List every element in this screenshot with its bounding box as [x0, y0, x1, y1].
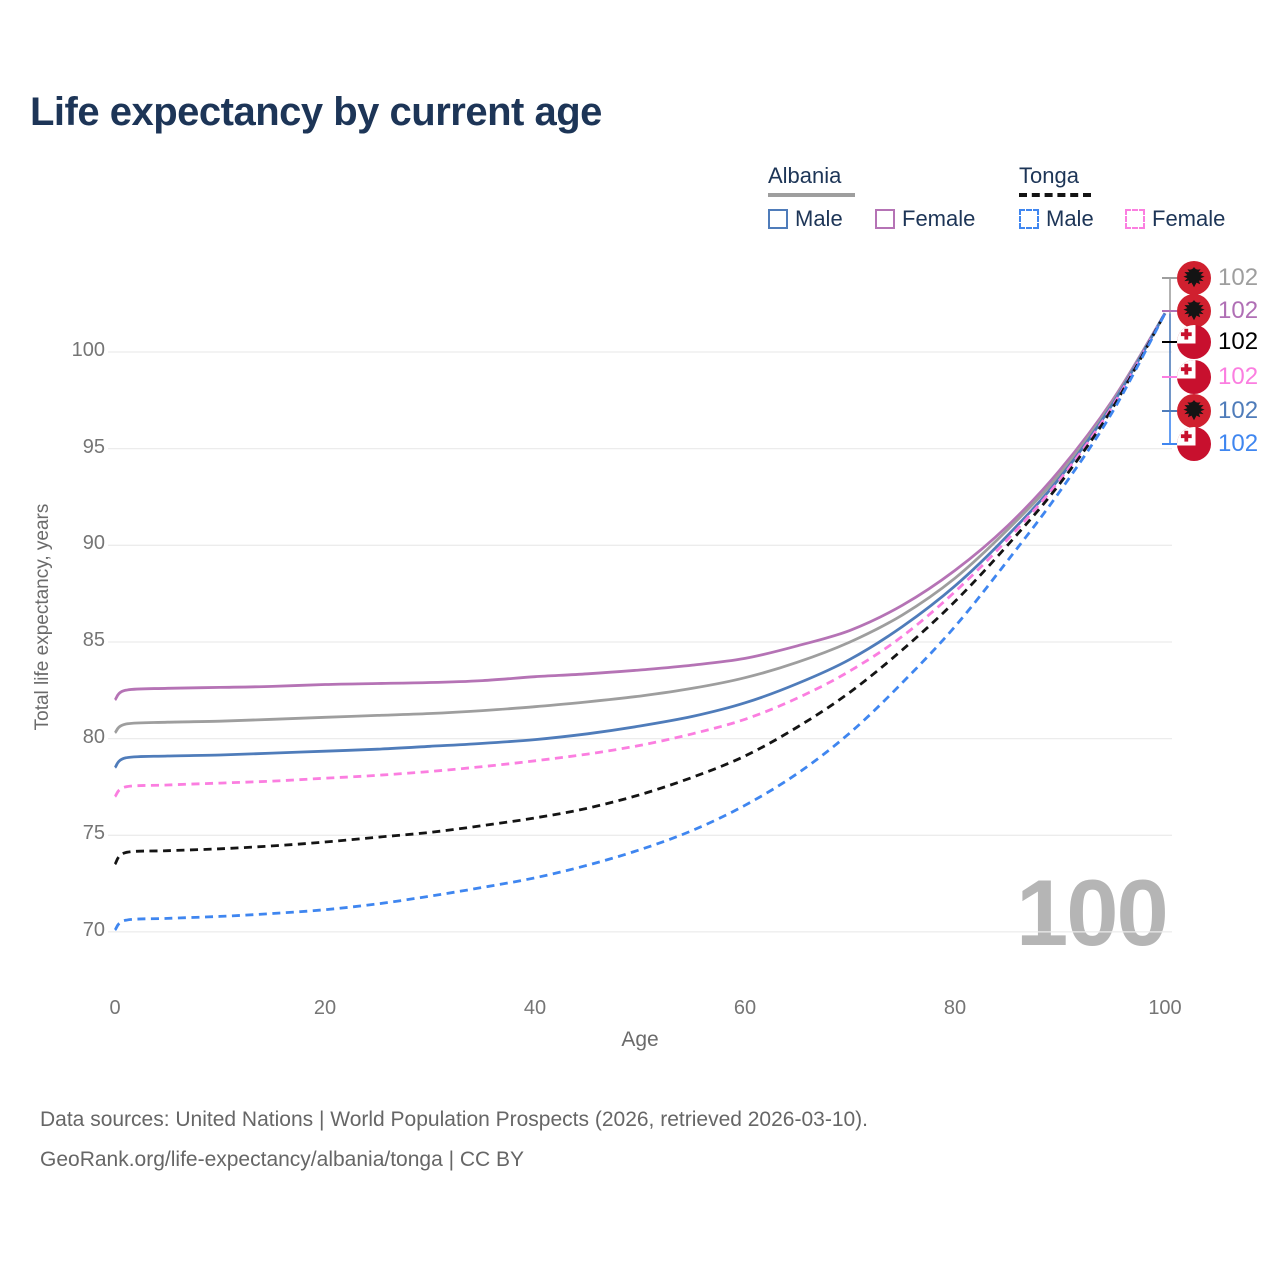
- albania-flag-icon: [1177, 294, 1211, 328]
- x-tick-label: 0: [109, 997, 121, 1019]
- legend-group-tonga-title: Tonga: [1019, 163, 1079, 188]
- y-tick-label: 75: [82, 822, 105, 844]
- x-tick-label: 100: [1148, 997, 1182, 1019]
- y-tick-label: 70: [82, 919, 105, 941]
- tonga-male-swatch-icon: [1019, 209, 1039, 229]
- series-end-label-tonga-both-sexes: 102: [1177, 325, 1258, 359]
- legend-item-albania-female[interactable]: Female: [875, 206, 975, 232]
- end-label-value: 102: [1218, 430, 1259, 457]
- end-label-value: 102: [1218, 363, 1259, 390]
- legend-item-label: Female: [902, 206, 976, 231]
- series-end-label-tonga-male: 102: [1177, 427, 1258, 461]
- series-line-tonga-female: [113, 312, 1167, 798]
- albania-solid-line-swatch: [768, 193, 855, 197]
- x-tick-label: 40: [523, 997, 547, 1019]
- series-end-label-tonga-female: 102: [1177, 360, 1258, 394]
- tonga-flag-icon: [1177, 427, 1211, 461]
- series-end-label-albania-female: 102: [1177, 294, 1258, 328]
- series-end-label-albania-both-sexes: 102: [1177, 261, 1258, 295]
- end-label-value: 102: [1218, 297, 1259, 324]
- tonga-flag-icon: [1177, 360, 1211, 394]
- series-line-tonga-male: [113, 312, 1167, 932]
- series-line-tonga-both-sexes: [113, 312, 1167, 866]
- series-line-albania-female: [113, 312, 1167, 701]
- legend-item-tonga-male[interactable]: Male: [1019, 206, 1094, 232]
- albania-flag-icon: [1177, 394, 1211, 428]
- x-tick-label: 60: [733, 997, 757, 1019]
- y-tick-label: 85: [82, 629, 105, 651]
- albania-female-swatch-icon: [875, 209, 895, 229]
- series-line-albania-both-sexes: [113, 312, 1167, 734]
- x-tick-label: 80: [943, 997, 967, 1019]
- tonga-dashed-line-swatch: [1019, 193, 1091, 197]
- age-watermark: 100: [1016, 860, 1169, 965]
- legend-item-label: Male: [1046, 206, 1094, 231]
- footer-attribution: GeoRank.org/life-expectancy/albania/tong…: [40, 1148, 525, 1171]
- x-axis-title: Age: [621, 1028, 659, 1051]
- x-tick-label: 20: [313, 997, 337, 1019]
- series-line-albania-male: [113, 312, 1167, 769]
- tonga-female-swatch-icon: [1125, 209, 1145, 229]
- albania-male-swatch-icon: [768, 209, 788, 229]
- end-label-value: 102: [1218, 397, 1259, 424]
- series-end-label-albania-male: 102: [1177, 394, 1258, 428]
- page-title: Life expectancy by current age: [30, 90, 602, 134]
- end-label-value: 102: [1218, 328, 1259, 355]
- y-tick-label: 90: [82, 532, 105, 554]
- y-tick-label: 100: [71, 339, 105, 361]
- y-tick-label: 95: [82, 436, 105, 458]
- tonga-flag-icon: [1177, 325, 1211, 359]
- albania-flag-icon: [1177, 261, 1211, 295]
- y-tick-label: 80: [82, 726, 105, 748]
- footer-sources: Data sources: United Nations | World Pop…: [40, 1108, 869, 1131]
- legend-item-label: Male: [795, 206, 843, 231]
- legend-item-albania-male[interactable]: Male: [768, 206, 843, 232]
- end-label-value: 102: [1218, 264, 1259, 291]
- legend-group-albania-title: Albania: [768, 163, 842, 188]
- legend-item-label: Female: [1152, 206, 1226, 231]
- legend-item-tonga-female[interactable]: Female: [1125, 206, 1225, 232]
